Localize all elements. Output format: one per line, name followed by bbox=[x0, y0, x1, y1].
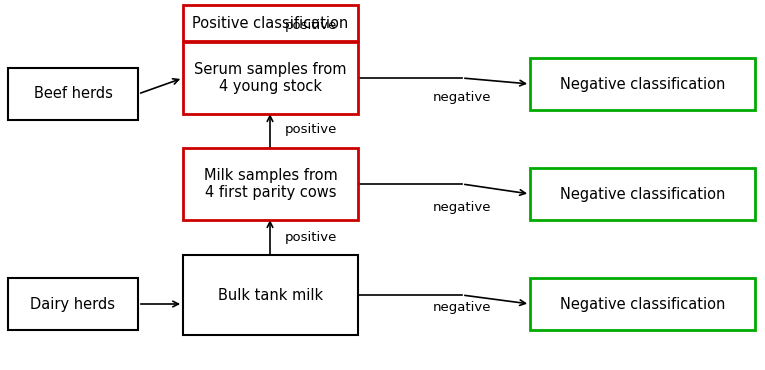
Text: Negative classification: Negative classification bbox=[560, 77, 725, 91]
Text: Negative classification: Negative classification bbox=[560, 296, 725, 312]
Text: positive: positive bbox=[285, 18, 337, 31]
Text: Dairy herds: Dairy herds bbox=[31, 296, 116, 312]
Text: negative: negative bbox=[433, 302, 491, 314]
FancyBboxPatch shape bbox=[183, 42, 358, 114]
Text: Beef herds: Beef herds bbox=[34, 87, 112, 101]
FancyBboxPatch shape bbox=[530, 168, 755, 220]
Text: negative: negative bbox=[433, 91, 491, 104]
Text: Milk samples from
4 first parity cows: Milk samples from 4 first parity cows bbox=[203, 168, 337, 200]
FancyBboxPatch shape bbox=[183, 5, 358, 41]
FancyBboxPatch shape bbox=[530, 58, 755, 110]
FancyBboxPatch shape bbox=[183, 148, 358, 220]
FancyBboxPatch shape bbox=[8, 68, 138, 120]
FancyBboxPatch shape bbox=[530, 278, 755, 330]
Text: negative: negative bbox=[433, 201, 491, 213]
FancyBboxPatch shape bbox=[8, 278, 138, 330]
Text: positive: positive bbox=[285, 232, 337, 245]
Text: Bulk tank milk: Bulk tank milk bbox=[218, 287, 323, 303]
Text: Serum samples from
4 young stock: Serum samples from 4 young stock bbox=[194, 62, 347, 94]
Text: Positive classification: Positive classification bbox=[192, 16, 349, 30]
Text: positive: positive bbox=[285, 124, 337, 137]
Text: Negative classification: Negative classification bbox=[560, 186, 725, 202]
FancyBboxPatch shape bbox=[183, 255, 358, 335]
